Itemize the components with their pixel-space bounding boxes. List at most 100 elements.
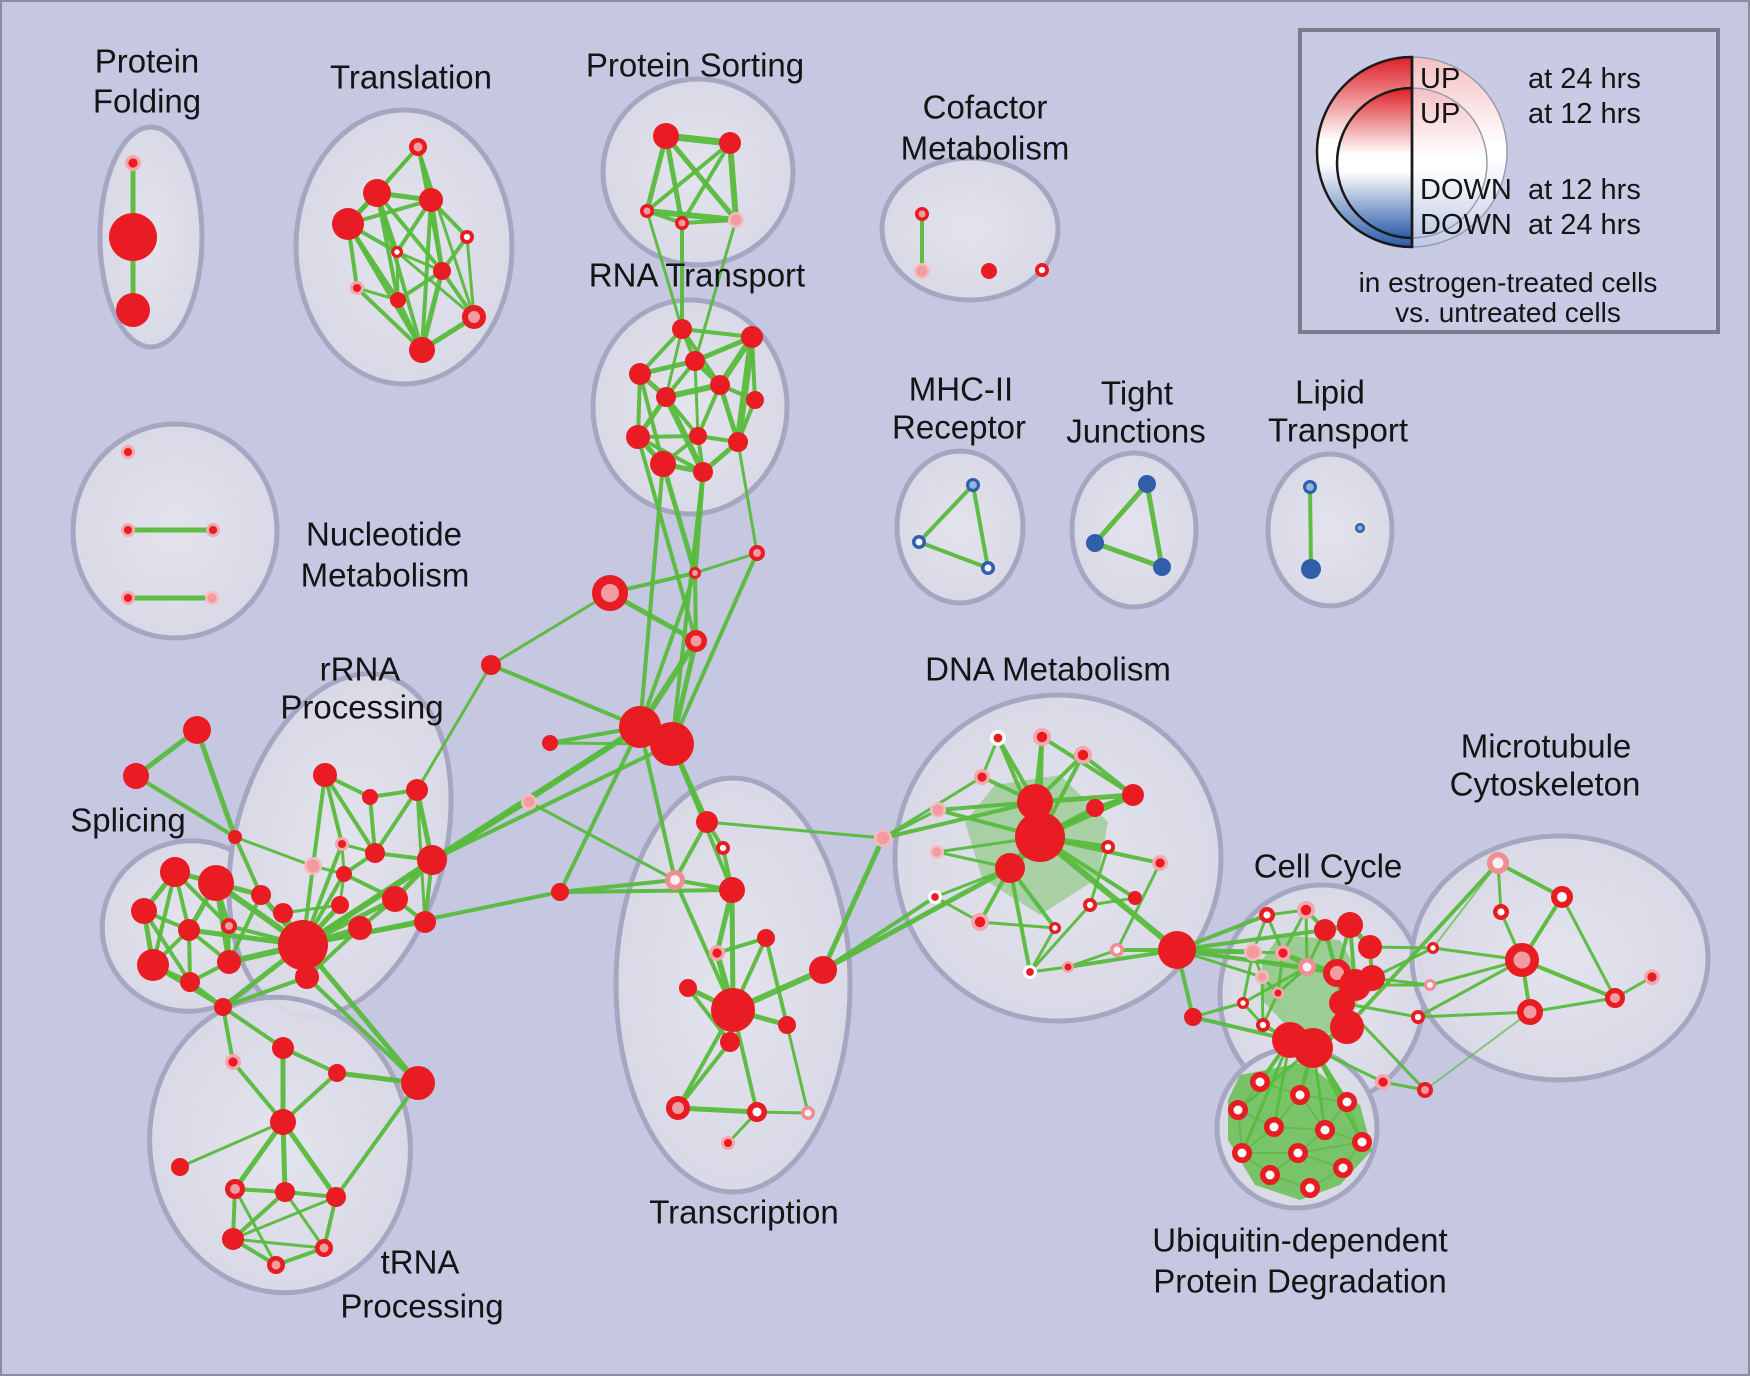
network-edge	[1037, 834, 1180, 953]
network-edge	[231, 1237, 326, 1250]
cluster-translation-ellipse	[293, 107, 515, 387]
network-node-rp	[666, 1096, 690, 1120]
network-edge	[1092, 540, 1165, 570]
network-node-r	[417, 845, 447, 875]
network-edge	[820, 835, 886, 973]
network-node-p	[205, 591, 219, 605]
network-node-rw	[1256, 1017, 1271, 1032]
network-node-r	[278, 920, 328, 970]
network-edge	[727, 140, 739, 223]
network-edge	[300, 724, 643, 948]
cluster-lipid-transport-ellipse	[1265, 451, 1395, 609]
network-node-r	[419, 188, 443, 212]
network-edge	[680, 218, 738, 225]
network-node-r	[1086, 799, 1104, 817]
network-node-b	[1086, 534, 1104, 552]
network-node-r	[272, 1037, 294, 1059]
network-node-r	[1358, 935, 1382, 959]
network-edge	[1432, 862, 1499, 949]
network-edge	[785, 1023, 810, 1115]
network-node-p	[1255, 970, 1269, 984]
network-edge	[670, 470, 705, 746]
network-node-pr	[206, 522, 221, 537]
network-node-r	[137, 949, 169, 981]
legend-circle-12h-strong-half	[1335, 86, 1414, 240]
network-edge	[232, 1119, 286, 1192]
network-node-rp	[915, 207, 929, 221]
network-edge	[231, 1060, 285, 1124]
network-edge	[917, 540, 990, 570]
network-node-pw	[1298, 958, 1316, 976]
network-node-r	[778, 1016, 796, 1034]
network-edge	[1028, 903, 1092, 974]
network-edge	[680, 327, 754, 339]
network-edge	[680, 141, 732, 225]
network-node-rw	[1258, 907, 1275, 924]
network-node-rw	[1237, 997, 1250, 1010]
network-edge	[233, 1187, 278, 1267]
network-node-r	[619, 706, 661, 748]
network-node-r	[626, 425, 650, 449]
network-node-r	[348, 916, 372, 940]
legend-down-12-label: DOWN	[1420, 174, 1512, 206]
network-node-r	[719, 877, 745, 903]
network-edge	[1297, 1141, 1363, 1154]
network-node-r	[273, 903, 293, 923]
network-node-wr	[1022, 965, 1037, 980]
network-edge	[355, 286, 424, 352]
network-node-r	[672, 319, 692, 339]
network-node-bl	[1355, 523, 1365, 533]
network-node-r	[685, 351, 705, 371]
network-node-r	[270, 1109, 296, 1135]
network-edge	[1241, 965, 1309, 1005]
network-edge	[1008, 866, 1032, 974]
network-node-r	[228, 830, 242, 844]
network-edge	[1175, 928, 1327, 952]
network-node-r	[757, 929, 775, 947]
network-edge	[638, 462, 665, 729]
cluster-nucleotide-metabolism-label-line2: Metabolism	[301, 557, 470, 594]
network-edge	[670, 551, 759, 746]
cluster-cofactor-metabolism-label-line2: Metabolism	[901, 130, 1070, 167]
network-edge	[178, 1120, 285, 1169]
network-node-r	[1158, 931, 1196, 969]
network-node-rw	[1228, 1100, 1248, 1120]
network-node-r	[251, 885, 271, 905]
network-node-r	[1329, 990, 1355, 1016]
network-node-pr	[1152, 854, 1169, 871]
cluster-cell-cycle-label-line1: Cell Cycle	[1254, 848, 1403, 885]
cluster-ubiquitin-dependent-protein-degradation-label-line2: Protein Degradation	[1153, 1263, 1447, 1300]
network-node-pr	[125, 154, 142, 171]
cluster-trna-processing-label-line2: Processing	[340, 1288, 503, 1325]
network-edge	[430, 742, 674, 862]
cluster-microtubule-cytoskeleton-label-line2: Cytoskeleton	[1450, 766, 1641, 803]
network-node-r	[696, 811, 718, 833]
network-node-pw	[801, 1106, 815, 1120]
network-edge	[1345, 861, 1500, 1029]
network-edge	[1240, 1038, 1292, 1155]
cluster-cofactor-metabolism-label-line1: Cofactor	[923, 89, 1048, 126]
network-edge	[638, 725, 677, 882]
network-edge	[1260, 975, 1265, 1027]
network-edge	[419, 268, 445, 353]
legend-down-24-time: at 24 hrs	[1528, 209, 1641, 241]
legend-note-line2: vs. untreated cells	[1395, 297, 1621, 328]
network-node-rw	[1288, 1143, 1308, 1163]
network-edge	[465, 235, 476, 319]
network-node-r	[178, 919, 200, 941]
cluster-protein-sorting-label-line1: Protein Sorting	[586, 47, 804, 84]
network-node-rp	[685, 630, 707, 652]
network-edge	[1028, 926, 1057, 974]
network-edge	[764, 936, 789, 1027]
network-node-rw	[1232, 1143, 1252, 1163]
network-node-r	[365, 843, 385, 863]
network-node-pr	[1062, 961, 1075, 974]
cluster-rna-transport-label-line1: RNA Transport	[589, 257, 805, 294]
network-edge	[558, 888, 734, 894]
network-node-p	[930, 845, 944, 859]
network-node-r	[1017, 784, 1053, 820]
legend-up-12-time: at 12 hrs	[1528, 98, 1641, 130]
network-node-pr	[1275, 944, 1292, 961]
network-node-pr	[973, 768, 990, 785]
cluster-translation-label-line1: Translation	[330, 59, 492, 96]
